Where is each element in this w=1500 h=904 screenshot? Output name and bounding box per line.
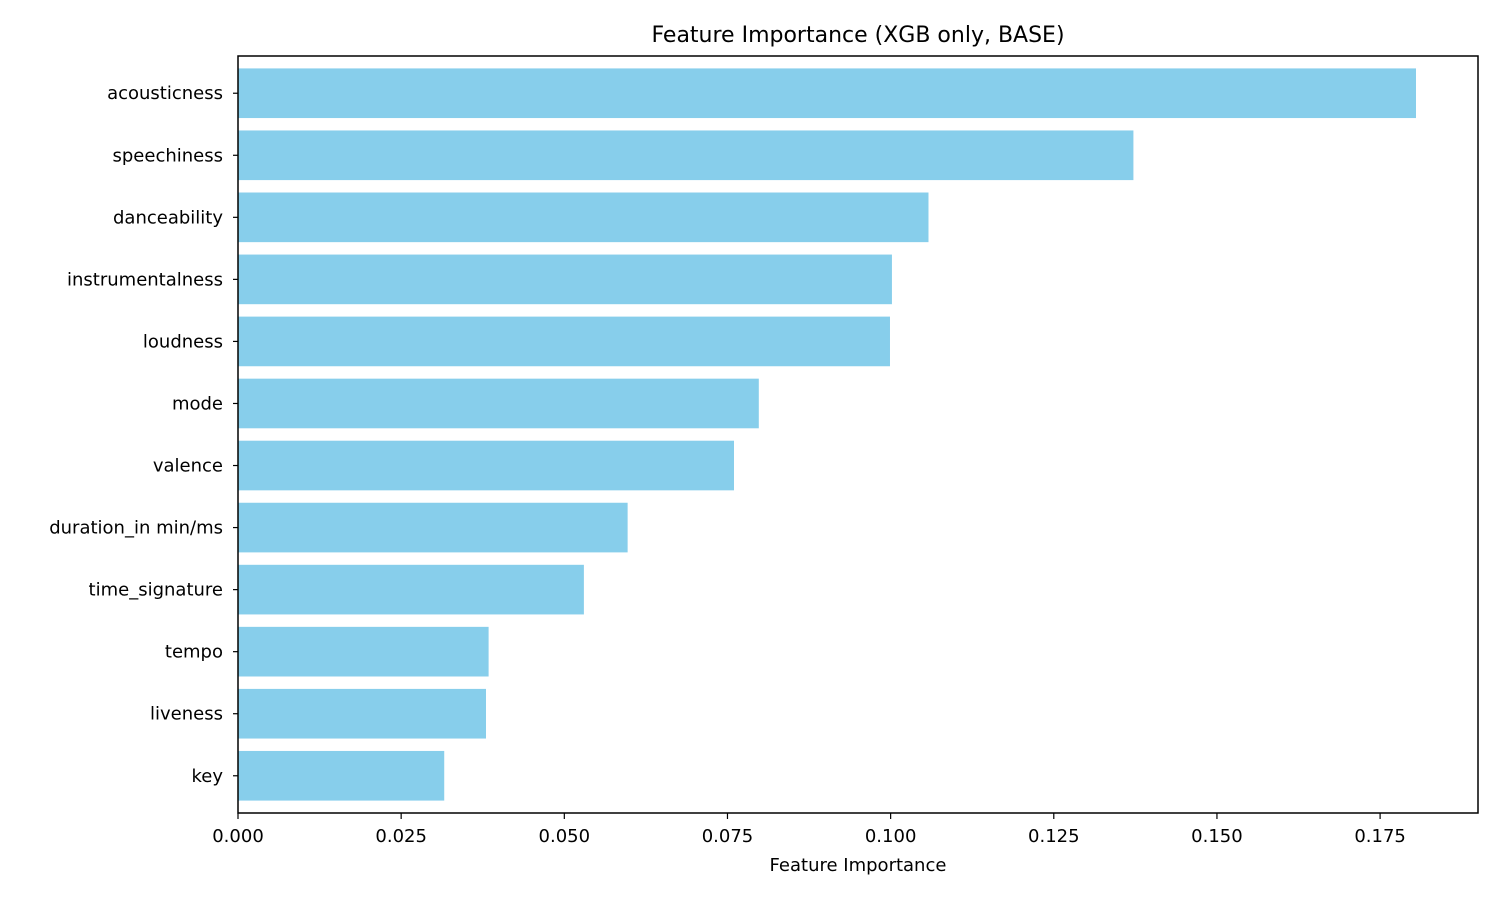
y-tick-label: liveness — [150, 704, 223, 725]
bar-danceability — [238, 192, 929, 243]
x-tick-label: 0.075 — [702, 826, 754, 847]
x-axis-ticks: 0.000 0.025 0.050 0.075 0.100 0.125 0.150 0.175 — [212, 813, 1406, 847]
chart-title: Feature Importance (XGB only, BASE) — [651, 23, 1064, 48]
bar-valence — [238, 440, 734, 491]
y-tick-label: duration_in min/ms — [49, 518, 223, 539]
y-tick-label: danceability — [113, 207, 223, 228]
bar-liveness — [238, 688, 486, 739]
bar-acousticness — [238, 68, 1416, 119]
bar-instrumentalness — [238, 254, 892, 305]
x-tick-label: 0.025 — [375, 826, 427, 847]
y-tick-label: tempo — [165, 642, 223, 663]
bar-speechiness — [238, 130, 1134, 181]
y-tick-label: speechiness — [113, 145, 224, 166]
x-axis-title: Feature Importance — [770, 855, 947, 876]
y-tick-label: mode — [172, 393, 223, 414]
x-tick-label: 0.175 — [1354, 826, 1406, 847]
x-tick-label: 0.125 — [1028, 826, 1080, 847]
plot-frame — [237, 55, 1479, 814]
bar-tempo — [238, 626, 489, 677]
bar-mode — [238, 378, 759, 429]
bar-loudness — [238, 316, 890, 367]
bar-duration-in-min-ms — [238, 502, 628, 553]
x-tick-label: 0.000 — [212, 826, 264, 847]
y-tick-label: instrumentalness — [67, 269, 223, 290]
y-tick-label: acousticness — [107, 83, 223, 104]
y-tick-label: key — [191, 766, 223, 787]
x-tick-label: 0.100 — [865, 826, 917, 847]
bar-key — [238, 750, 445, 801]
y-axis-ticks: acousticness speechiness danceability instr… — [49, 83, 238, 787]
y-tick-label: time_signature — [89, 580, 223, 601]
bars-layer — [238, 68, 1416, 801]
y-tick-label: loudness — [143, 331, 223, 352]
bar-time-signature — [238, 564, 584, 615]
x-tick-label: 0.050 — [539, 826, 591, 847]
y-tick-label: valence — [153, 456, 223, 477]
x-tick-label: 0.150 — [1191, 826, 1243, 847]
